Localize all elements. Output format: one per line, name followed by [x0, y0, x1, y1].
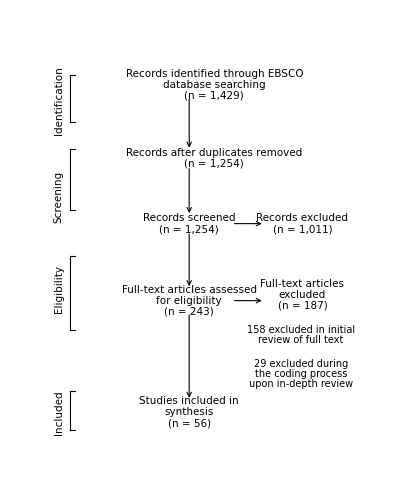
Text: (n = 243): (n = 243): [164, 306, 213, 316]
Text: Records screened: Records screened: [143, 213, 235, 223]
Text: 29 excluded during: 29 excluded during: [253, 359, 347, 369]
Text: Eligibility: Eligibility: [53, 265, 64, 313]
Text: (n = 1,011): (n = 1,011): [272, 224, 331, 234]
Text: Records after duplicates removed: Records after duplicates removed: [126, 148, 302, 158]
Text: Records excluded: Records excluded: [256, 213, 347, 223]
Text: Screening: Screening: [53, 170, 64, 222]
Text: Included: Included: [53, 390, 64, 434]
Text: (n = 187): (n = 187): [277, 300, 326, 310]
Text: database searching: database searching: [163, 80, 265, 90]
Text: for eligibility: for eligibility: [156, 296, 222, 306]
Text: (n = 1,254): (n = 1,254): [159, 224, 219, 234]
Text: Studies included in: Studies included in: [139, 396, 239, 406]
Text: 158 excluded in initial: 158 excluded in initial: [246, 326, 354, 336]
Text: synthesis: synthesis: [164, 408, 213, 418]
Text: Full-text articles assessed: Full-text articles assessed: [122, 285, 256, 295]
Text: Full-text articles: Full-text articles: [260, 279, 343, 289]
Text: Records identified through EBSCO: Records identified through EBSCO: [125, 69, 303, 79]
Text: excluded: excluded: [278, 290, 325, 300]
Text: Identification: Identification: [53, 66, 64, 135]
Text: review of full text: review of full text: [258, 336, 343, 345]
Text: (n = 1,429): (n = 1,429): [184, 91, 244, 101]
Text: upon in-depth review: upon in-depth review: [248, 379, 352, 389]
Text: (n = 56): (n = 56): [167, 418, 210, 428]
Text: the coding process: the coding process: [254, 369, 346, 379]
Text: (n = 1,254): (n = 1,254): [184, 158, 244, 168]
